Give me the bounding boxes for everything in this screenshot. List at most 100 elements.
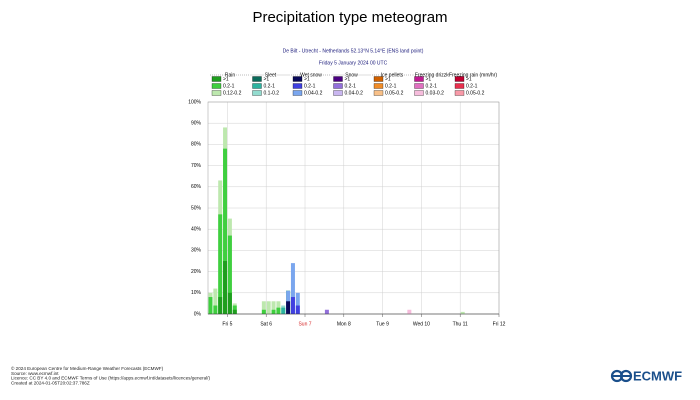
y-tick-label: 90% xyxy=(191,121,202,127)
x-tick-label: Sun 7 xyxy=(298,321,311,327)
legend-swatch xyxy=(414,76,424,82)
bar xyxy=(281,307,286,314)
legend-label: 0.2-1 xyxy=(223,83,235,89)
legend-label: >1 xyxy=(466,76,472,82)
y-tick-label: 30% xyxy=(191,248,202,254)
legend-swatch xyxy=(292,76,303,82)
legend-label: 0.2-1 xyxy=(304,83,316,89)
legend-label: 0.05-0.2 xyxy=(466,90,485,96)
legend-label: >1 xyxy=(264,76,270,82)
x-tick-label: Wed 10 xyxy=(413,321,430,327)
legend-label: >1 xyxy=(345,76,351,82)
bar xyxy=(218,297,223,314)
legend-swatch xyxy=(252,83,262,89)
bar xyxy=(407,309,412,314)
legend-label: 0.12-0.2 xyxy=(223,90,242,96)
bar xyxy=(276,307,281,314)
ecmwf-logo: ECMWF xyxy=(610,368,682,383)
legend-swatch xyxy=(373,90,384,96)
legend-swatch xyxy=(414,90,424,96)
legend-label: 0.2-1 xyxy=(466,83,478,89)
legend-swatch xyxy=(373,76,384,82)
bar xyxy=(261,309,266,314)
bar xyxy=(232,309,237,314)
legend-label: 0.03-0.2 xyxy=(426,90,445,96)
chart-title: Precipitation type meteogram xyxy=(252,9,447,26)
y-tick-label: 50% xyxy=(191,205,202,211)
legend-swatch xyxy=(211,76,222,82)
legend-group-title: Freezing drizzle xyxy=(415,72,451,78)
footer-text: Source: www.ecmwf.int xyxy=(11,371,59,376)
bar xyxy=(460,311,465,314)
bar xyxy=(290,297,295,314)
legend-group-title: Rain xyxy=(225,72,236,78)
legend-label: 0.05-0.2 xyxy=(385,90,404,96)
legend-label: 0.2-1 xyxy=(345,83,357,89)
legend-label: 0.04-0.2 xyxy=(304,90,323,96)
subtitle: De Bilt - Utrecht - Netherlands 52.13°N … xyxy=(283,48,424,54)
legend-label: >1 xyxy=(304,76,310,82)
legend-group-title: Snow xyxy=(345,72,358,78)
legend-swatch xyxy=(211,83,222,89)
bar xyxy=(227,235,232,314)
legend-swatch xyxy=(333,90,343,96)
subtitle: Friday 5 January 2024 00 UTC xyxy=(319,60,388,66)
bar xyxy=(286,301,291,314)
legend-label: 0.2-1 xyxy=(385,83,397,89)
bar xyxy=(223,261,228,314)
x-tick-label: Thu 11 xyxy=(453,321,468,327)
x-tick-label: Fri 5 xyxy=(222,321,232,327)
legend-swatch xyxy=(333,83,343,89)
footer-text: © 2024 European Centre for Medium-Range … xyxy=(11,365,164,371)
legend-swatch xyxy=(414,83,424,89)
footer-text: Licence: CC BY 4.0 and ECMWF Terms of Us… xyxy=(11,376,210,381)
legend-swatch xyxy=(454,90,465,96)
bar xyxy=(295,305,300,314)
x-tick-label: Fri 12 xyxy=(493,321,506,327)
legend-label: 0.2-1 xyxy=(426,83,438,89)
bar xyxy=(261,301,266,314)
legend-group-title: Ice pellets xyxy=(381,72,404,78)
logo-text: ECMWF xyxy=(633,368,682,383)
bar xyxy=(290,263,295,314)
legend-swatch xyxy=(454,83,465,89)
bar xyxy=(223,148,228,314)
legend-label: 0.1-0.2 xyxy=(264,90,280,96)
y-tick-label: 80% xyxy=(191,142,202,148)
bar xyxy=(271,301,276,314)
x-tick-label: Mon 8 xyxy=(337,321,351,327)
legend-swatch xyxy=(292,83,303,89)
legend-swatch xyxy=(211,90,222,96)
bar xyxy=(213,288,218,314)
legend-swatch xyxy=(252,90,262,96)
y-tick-label: 10% xyxy=(191,290,202,296)
bar xyxy=(227,292,232,314)
legend-group-title: Sleet xyxy=(265,72,277,78)
bar xyxy=(271,309,276,314)
legend-group-title: Wet snow xyxy=(300,72,322,78)
legend-label: >1 xyxy=(223,76,229,82)
legend-group-title: Freezing rain (mm/hr) xyxy=(449,72,497,78)
bar xyxy=(208,297,213,314)
bar xyxy=(266,301,271,314)
bar xyxy=(324,309,329,314)
y-tick-label: 100% xyxy=(188,99,201,105)
footer-text: Created at 2024-01-05T20:02:37.786Z xyxy=(11,380,90,385)
y-tick-label: 60% xyxy=(191,184,202,190)
legend-label: 0.2-1 xyxy=(264,83,276,89)
y-tick-label: 40% xyxy=(191,227,202,233)
legend-swatch xyxy=(373,83,384,89)
y-tick-label: 70% xyxy=(191,163,202,169)
legend-label: >1 xyxy=(426,76,432,82)
x-tick-label: Sat 6 xyxy=(260,321,272,327)
y-tick-label: 0% xyxy=(194,311,202,317)
legend-swatch xyxy=(292,90,303,96)
legend-label: >1 xyxy=(385,76,391,82)
bar xyxy=(218,214,223,314)
bar xyxy=(295,292,300,314)
x-tick-label: Tue 9 xyxy=(376,321,389,327)
legend-label: 0.04-0.2 xyxy=(345,90,364,96)
legend-swatch xyxy=(252,76,262,82)
legend-swatch xyxy=(454,76,465,82)
